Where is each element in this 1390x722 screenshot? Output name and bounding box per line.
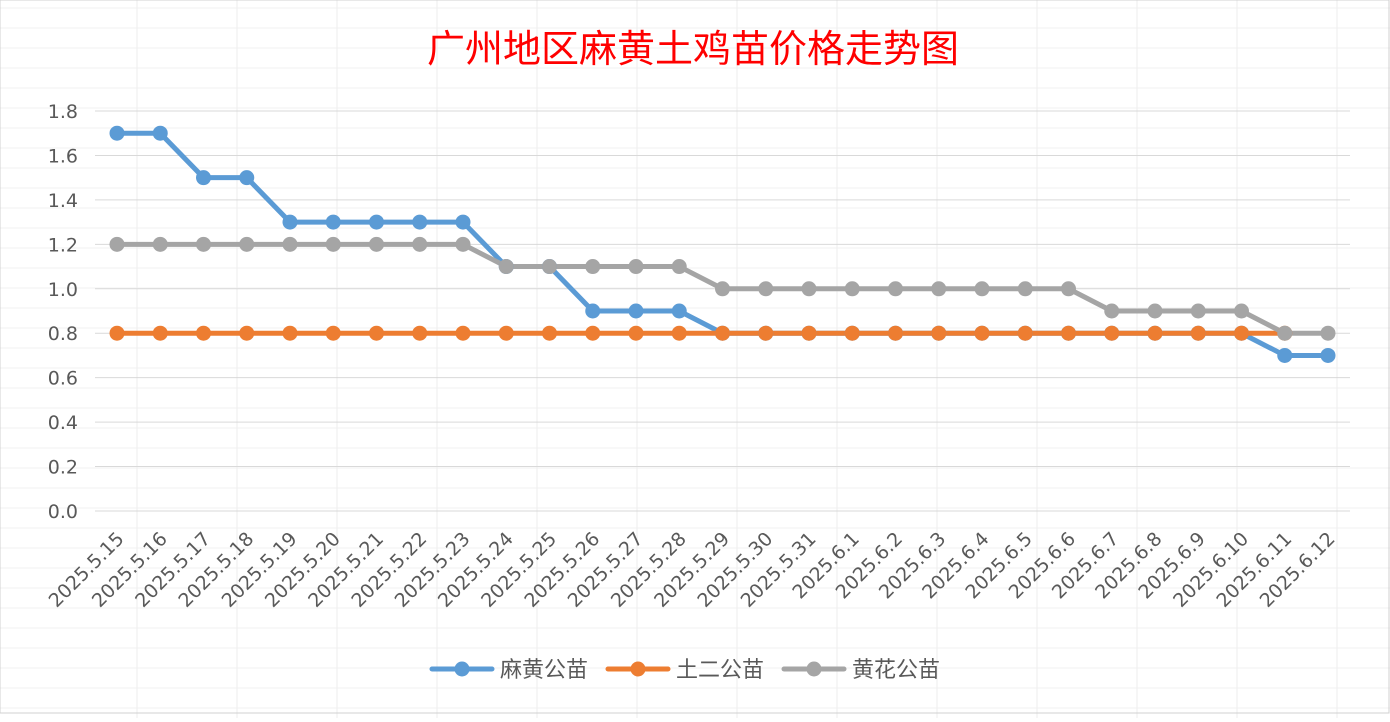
data-point-s1-4 [282, 214, 298, 230]
data-point-s3-14 [715, 281, 730, 297]
legend-marker-1 [454, 661, 470, 677]
data-point-s1-5 [325, 214, 341, 230]
data-point-s1-13 [671, 303, 687, 319]
data-point-s3-23 [1104, 303, 1120, 319]
y-axis-tick-labels: 0.0 0.2 0.4 0.6 0.8 1.0 1.2 1.4 1.6 1.8 [48, 101, 78, 523]
data-point-s3-6 [369, 236, 384, 252]
y-tick-label: 1.6 [48, 145, 78, 167]
data-point-s2-4 [282, 325, 298, 341]
data-point-s2-26 [1234, 325, 1249, 341]
data-point-s1-6 [369, 214, 384, 230]
y-tick-label: 1.0 [48, 279, 78, 301]
legend-marker-3 [806, 661, 822, 677]
data-point-s2-16 [801, 325, 817, 341]
data-point-s2-17 [844, 325, 860, 341]
data-point-s1-7 [412, 214, 428, 230]
chart-title: 广州地区麻黄土鸡苗价格走势图 [427, 27, 959, 71]
data-point-s2-14 [715, 325, 730, 341]
y-tick-label: 0.6 [48, 368, 78, 390]
data-point-s2-8 [455, 325, 471, 341]
y-tick-label: 0.4 [48, 412, 78, 434]
y-tick-label: 1.2 [48, 234, 78, 256]
data-point-s3-2 [196, 236, 211, 252]
legend-label-2: 土二公苗 [676, 658, 764, 683]
data-point-s2-0 [109, 325, 125, 341]
data-point-s3-21 [1017, 281, 1033, 297]
data-point-s3-18 [888, 281, 903, 297]
data-point-s3-22 [1061, 281, 1076, 297]
data-point-s3-12 [628, 259, 644, 275]
y-tick-label: 0.8 [48, 323, 78, 345]
data-point-s3-24 [1147, 303, 1163, 319]
data-point-s2-3 [239, 325, 255, 341]
data-point-s3-26 [1234, 303, 1249, 319]
data-point-s3-15 [758, 281, 774, 297]
data-point-s2-13 [671, 325, 687, 341]
data-point-s1-11 [585, 303, 601, 319]
data-point-s3-8 [455, 236, 471, 252]
data-point-s3-5 [325, 236, 341, 252]
y-tick-label: 1.8 [48, 101, 78, 123]
data-point-s2-23 [1104, 325, 1120, 341]
data-point-s3-20 [974, 281, 990, 297]
data-point-s3-10 [542, 259, 557, 275]
data-point-s2-21 [1017, 325, 1033, 341]
data-point-s2-18 [888, 325, 903, 341]
data-point-s3-3 [239, 236, 255, 252]
data-point-s2-24 [1147, 325, 1163, 341]
legend-label-1: 麻黄公苗 [500, 658, 588, 683]
data-point-s3-25 [1190, 303, 1206, 319]
data-point-s3-0 [109, 236, 125, 252]
y-tick-label: 0.2 [48, 457, 78, 479]
data-point-s1-27 [1277, 347, 1293, 363]
data-point-s2-1 [152, 325, 168, 341]
data-point-s2-6 [369, 325, 384, 341]
data-point-s2-15 [758, 325, 774, 341]
data-point-s1-3 [239, 170, 255, 186]
data-point-s3-4 [282, 236, 298, 252]
legend-marker-2 [630, 661, 646, 677]
data-point-s1-12 [628, 303, 644, 319]
legend: 麻黄公苗 土二公苗 黄花公苗 [429, 658, 940, 683]
data-point-s3-17 [844, 281, 860, 297]
data-point-s3-7 [412, 236, 428, 252]
data-point-s3-11 [585, 259, 601, 275]
data-point-s2-11 [585, 325, 601, 341]
x-axis-tick-labels: 2025.5.152025.5.162025.5.172025.5.182025… [45, 528, 1340, 612]
data-point-s3-16 [801, 281, 817, 297]
data-point-s2-19 [931, 325, 947, 341]
data-point-s2-5 [325, 325, 341, 341]
data-point-s3-9 [498, 259, 514, 275]
data-point-s1-28 [1320, 347, 1336, 363]
data-point-s2-9 [498, 325, 514, 341]
data-point-s3-13 [671, 259, 687, 275]
data-point-s1-2 [196, 170, 211, 186]
y-tick-label: 1.4 [48, 190, 78, 212]
data-point-s3-27 [1277, 325, 1293, 341]
y-tick-label: 0.0 [48, 501, 78, 523]
data-point-s1-1 [152, 125, 168, 141]
data-point-s2-10 [542, 325, 557, 341]
data-point-s2-20 [974, 325, 990, 341]
data-point-s3-1 [152, 236, 168, 252]
data-point-s3-19 [931, 281, 947, 297]
series-points [109, 125, 1336, 363]
data-point-s2-2 [196, 325, 211, 341]
data-point-s1-0 [109, 125, 125, 141]
data-point-s1-8 [455, 214, 471, 230]
data-point-s3-28 [1320, 325, 1336, 341]
data-point-s2-25 [1190, 325, 1206, 341]
data-point-s2-7 [412, 325, 428, 341]
legend-label-3: 黄花公苗 [852, 658, 940, 683]
data-point-s2-12 [628, 325, 644, 341]
data-point-s2-22 [1061, 325, 1076, 341]
